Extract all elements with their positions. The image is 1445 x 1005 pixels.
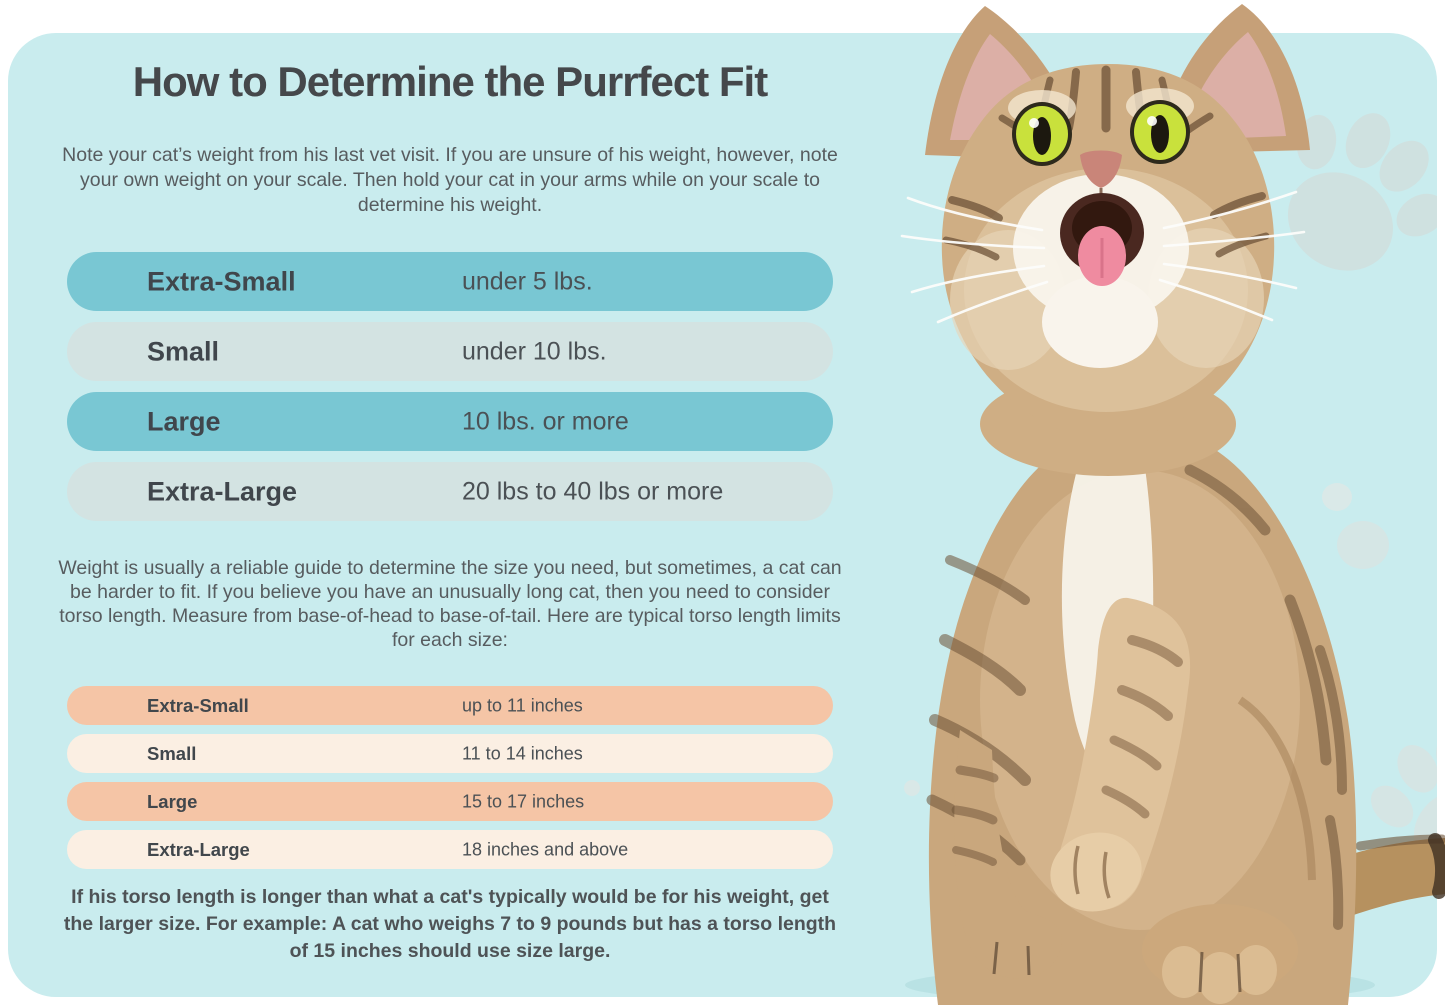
decor-blob bbox=[904, 780, 920, 796]
size-label: Large bbox=[147, 406, 221, 436]
content-column: How to Determine the Purrfect Fit Note y… bbox=[58, 58, 842, 962]
decor-blob bbox=[1337, 521, 1389, 569]
size-label: Small bbox=[147, 742, 197, 764]
size-label: Extra-Large bbox=[147, 476, 298, 506]
size-value: 10 lbs. or more bbox=[462, 407, 629, 435]
cat-illustration bbox=[900, 4, 1445, 1005]
size-value: under 5 lbs. bbox=[462, 267, 593, 295]
table-row: Extra-Large 18 inches and above bbox=[67, 830, 833, 869]
size-label: Large bbox=[147, 790, 198, 812]
intro-paragraph: Note your cat’s weight from his last vet… bbox=[62, 144, 838, 216]
size-value: 15 to 17 inches bbox=[462, 791, 585, 811]
size-value: 18 inches and above bbox=[462, 839, 629, 859]
torso-length-table: Extra-Small up to 11 inches Small 11 to … bbox=[67, 686, 833, 878]
size-value: under 10 lbs. bbox=[462, 337, 607, 365]
size-value: 20 lbs to 40 lbs or more bbox=[462, 477, 724, 505]
size-label: Extra-Small bbox=[147, 694, 249, 716]
size-value: 11 to 14 inches bbox=[462, 743, 583, 763]
table-row: Extra-Large 20 lbs to 40 lbs or more bbox=[67, 462, 833, 521]
size-label: Extra-Small bbox=[147, 266, 296, 296]
table-row: Small under 10 lbs. bbox=[67, 322, 833, 381]
table-row: Extra-Small up to 11 inches bbox=[67, 686, 833, 725]
footer-note: If his torso length is longer than what … bbox=[63, 886, 837, 962]
table-row: Small 11 to 14 inches bbox=[67, 734, 833, 773]
table-row: Large 10 lbs. or more bbox=[67, 392, 833, 451]
size-label: Small bbox=[147, 336, 220, 366]
page-title: How to Determine the Purrfect Fit bbox=[132, 58, 768, 105]
size-label: Extra-Large bbox=[147, 838, 250, 860]
table-row: Extra-Small under 5 lbs. bbox=[67, 252, 833, 311]
size-value: up to 11 inches bbox=[462, 695, 583, 715]
weight-size-table: Extra-Small under 5 lbs. Small under 10 … bbox=[67, 252, 833, 532]
decor-blob bbox=[1322, 483, 1352, 511]
table-row: Large 15 to 17 inches bbox=[67, 782, 833, 821]
torso-paragraph: Weight is usually a reliable guide to de… bbox=[58, 557, 842, 651]
